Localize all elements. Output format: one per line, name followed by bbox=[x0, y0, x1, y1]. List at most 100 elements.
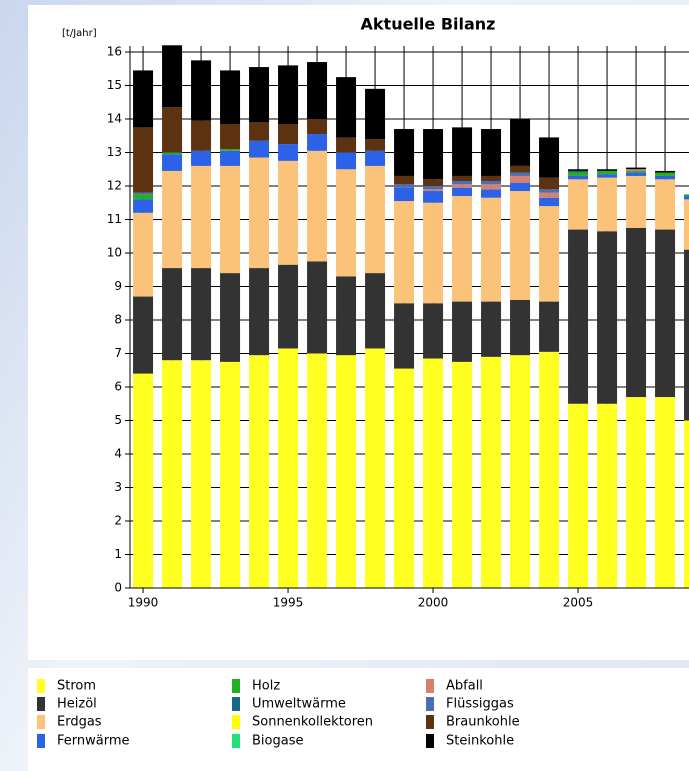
legend-panel bbox=[28, 668, 689, 771]
bar-segment bbox=[597, 170, 618, 175]
bar-segment bbox=[133, 373, 154, 588]
bar-segment bbox=[481, 184, 502, 190]
bar-segment bbox=[655, 179, 676, 230]
y-tick-label: 3 bbox=[114, 480, 122, 494]
bar-segment bbox=[249, 67, 270, 123]
bar-segment bbox=[655, 170, 676, 173]
bar-segment bbox=[568, 179, 589, 230]
bar-segment bbox=[423, 202, 444, 304]
bar-segment bbox=[249, 268, 270, 356]
bar-segment bbox=[249, 122, 270, 141]
bar-segment bbox=[133, 127, 154, 193]
bar-segment bbox=[481, 129, 502, 176]
bar-segment bbox=[278, 264, 299, 349]
bar-segment bbox=[394, 129, 415, 176]
legend-swatch bbox=[232, 679, 240, 693]
bar-segment bbox=[278, 65, 299, 125]
bar-segment bbox=[220, 124, 241, 150]
y-tick-label: 2 bbox=[114, 514, 122, 528]
bar-segment bbox=[539, 206, 560, 302]
bar-segment bbox=[220, 149, 241, 151]
bar-segment bbox=[394, 175, 415, 185]
bar-segment bbox=[452, 175, 473, 181]
bar-segment bbox=[307, 119, 328, 135]
legend-label: Strom bbox=[57, 679, 96, 694]
bar-segment bbox=[481, 175, 502, 181]
bar-segment bbox=[133, 192, 154, 195]
bar-segment bbox=[626, 172, 647, 176]
bar-segment bbox=[278, 144, 299, 161]
bar-segment bbox=[423, 186, 444, 190]
bar-segment bbox=[307, 261, 328, 354]
y-tick-label: 0 bbox=[114, 581, 122, 595]
bar-segment bbox=[684, 420, 689, 588]
legend-label: Sonnenkollektoren bbox=[252, 715, 373, 730]
bar-segment bbox=[133, 212, 154, 297]
legend-swatch bbox=[426, 734, 434, 748]
bar-segment bbox=[452, 196, 473, 302]
bar-segment bbox=[365, 348, 386, 588]
bar-segment bbox=[655, 397, 676, 588]
bar-segment bbox=[568, 169, 589, 171]
bar-segment bbox=[249, 355, 270, 588]
bar-segment bbox=[481, 189, 502, 198]
legend-swatch bbox=[37, 734, 45, 748]
bar-segment bbox=[684, 199, 689, 250]
legend-label: Abfall bbox=[446, 679, 483, 694]
bar-segment bbox=[568, 229, 589, 404]
bar-segment bbox=[597, 231, 618, 404]
x-tick-label: 2005 bbox=[563, 596, 594, 610]
y-tick-label: 12 bbox=[107, 179, 122, 193]
bar-segment bbox=[510, 172, 531, 176]
bar-segment bbox=[423, 303, 444, 359]
y-tick-label: 14 bbox=[107, 112, 122, 126]
legend-label: Erdgas bbox=[57, 715, 102, 730]
bar-segment bbox=[394, 187, 415, 202]
bar-segment bbox=[684, 194, 689, 197]
bar-segment bbox=[336, 152, 357, 170]
bar-segment bbox=[597, 403, 618, 588]
legend-swatch bbox=[37, 679, 45, 693]
bar-segment bbox=[365, 88, 386, 140]
bar-segment bbox=[336, 77, 357, 138]
legend-label: Steinkohle bbox=[446, 734, 514, 749]
x-tick-label: 1990 bbox=[128, 596, 159, 610]
bar-segment bbox=[249, 140, 270, 158]
bar-segment bbox=[220, 273, 241, 362]
bar-segment bbox=[481, 180, 502, 185]
bar-segment bbox=[191, 120, 212, 151]
bar-segment bbox=[133, 296, 154, 374]
bar-segment bbox=[278, 124, 299, 145]
bar-segment bbox=[626, 169, 647, 171]
bar-segment bbox=[336, 355, 357, 588]
bar-segment bbox=[336, 137, 357, 153]
bar-segment bbox=[162, 154, 183, 171]
bar-segment bbox=[307, 353, 328, 588]
bar-segment bbox=[626, 170, 647, 173]
bar-segment bbox=[394, 184, 415, 188]
bar-segment bbox=[597, 174, 618, 178]
legend-label: Flüssiggas bbox=[446, 697, 514, 712]
bar-segment bbox=[365, 165, 386, 274]
y-tick-label: 5 bbox=[114, 413, 122, 427]
bar-segment bbox=[220, 361, 241, 588]
bar-segment bbox=[394, 368, 415, 588]
bar-segment bbox=[568, 172, 589, 176]
bar-segment bbox=[539, 189, 560, 193]
legend-swatch bbox=[426, 697, 434, 711]
bar-segment bbox=[655, 172, 676, 176]
bar-segment bbox=[684, 249, 689, 421]
bar-segment bbox=[597, 169, 618, 171]
bar-segment bbox=[539, 137, 560, 178]
bar-segment bbox=[162, 360, 183, 588]
bar-segment bbox=[220, 70, 241, 125]
y-tick-label: 16 bbox=[107, 45, 122, 59]
bar-segment bbox=[655, 229, 676, 398]
bar-segment bbox=[249, 157, 270, 269]
bar-segment bbox=[365, 273, 386, 349]
bar-segment bbox=[539, 192, 560, 198]
y-tick-label: 1 bbox=[114, 547, 122, 561]
bar-segment bbox=[452, 301, 473, 362]
bar-segment bbox=[278, 348, 299, 588]
